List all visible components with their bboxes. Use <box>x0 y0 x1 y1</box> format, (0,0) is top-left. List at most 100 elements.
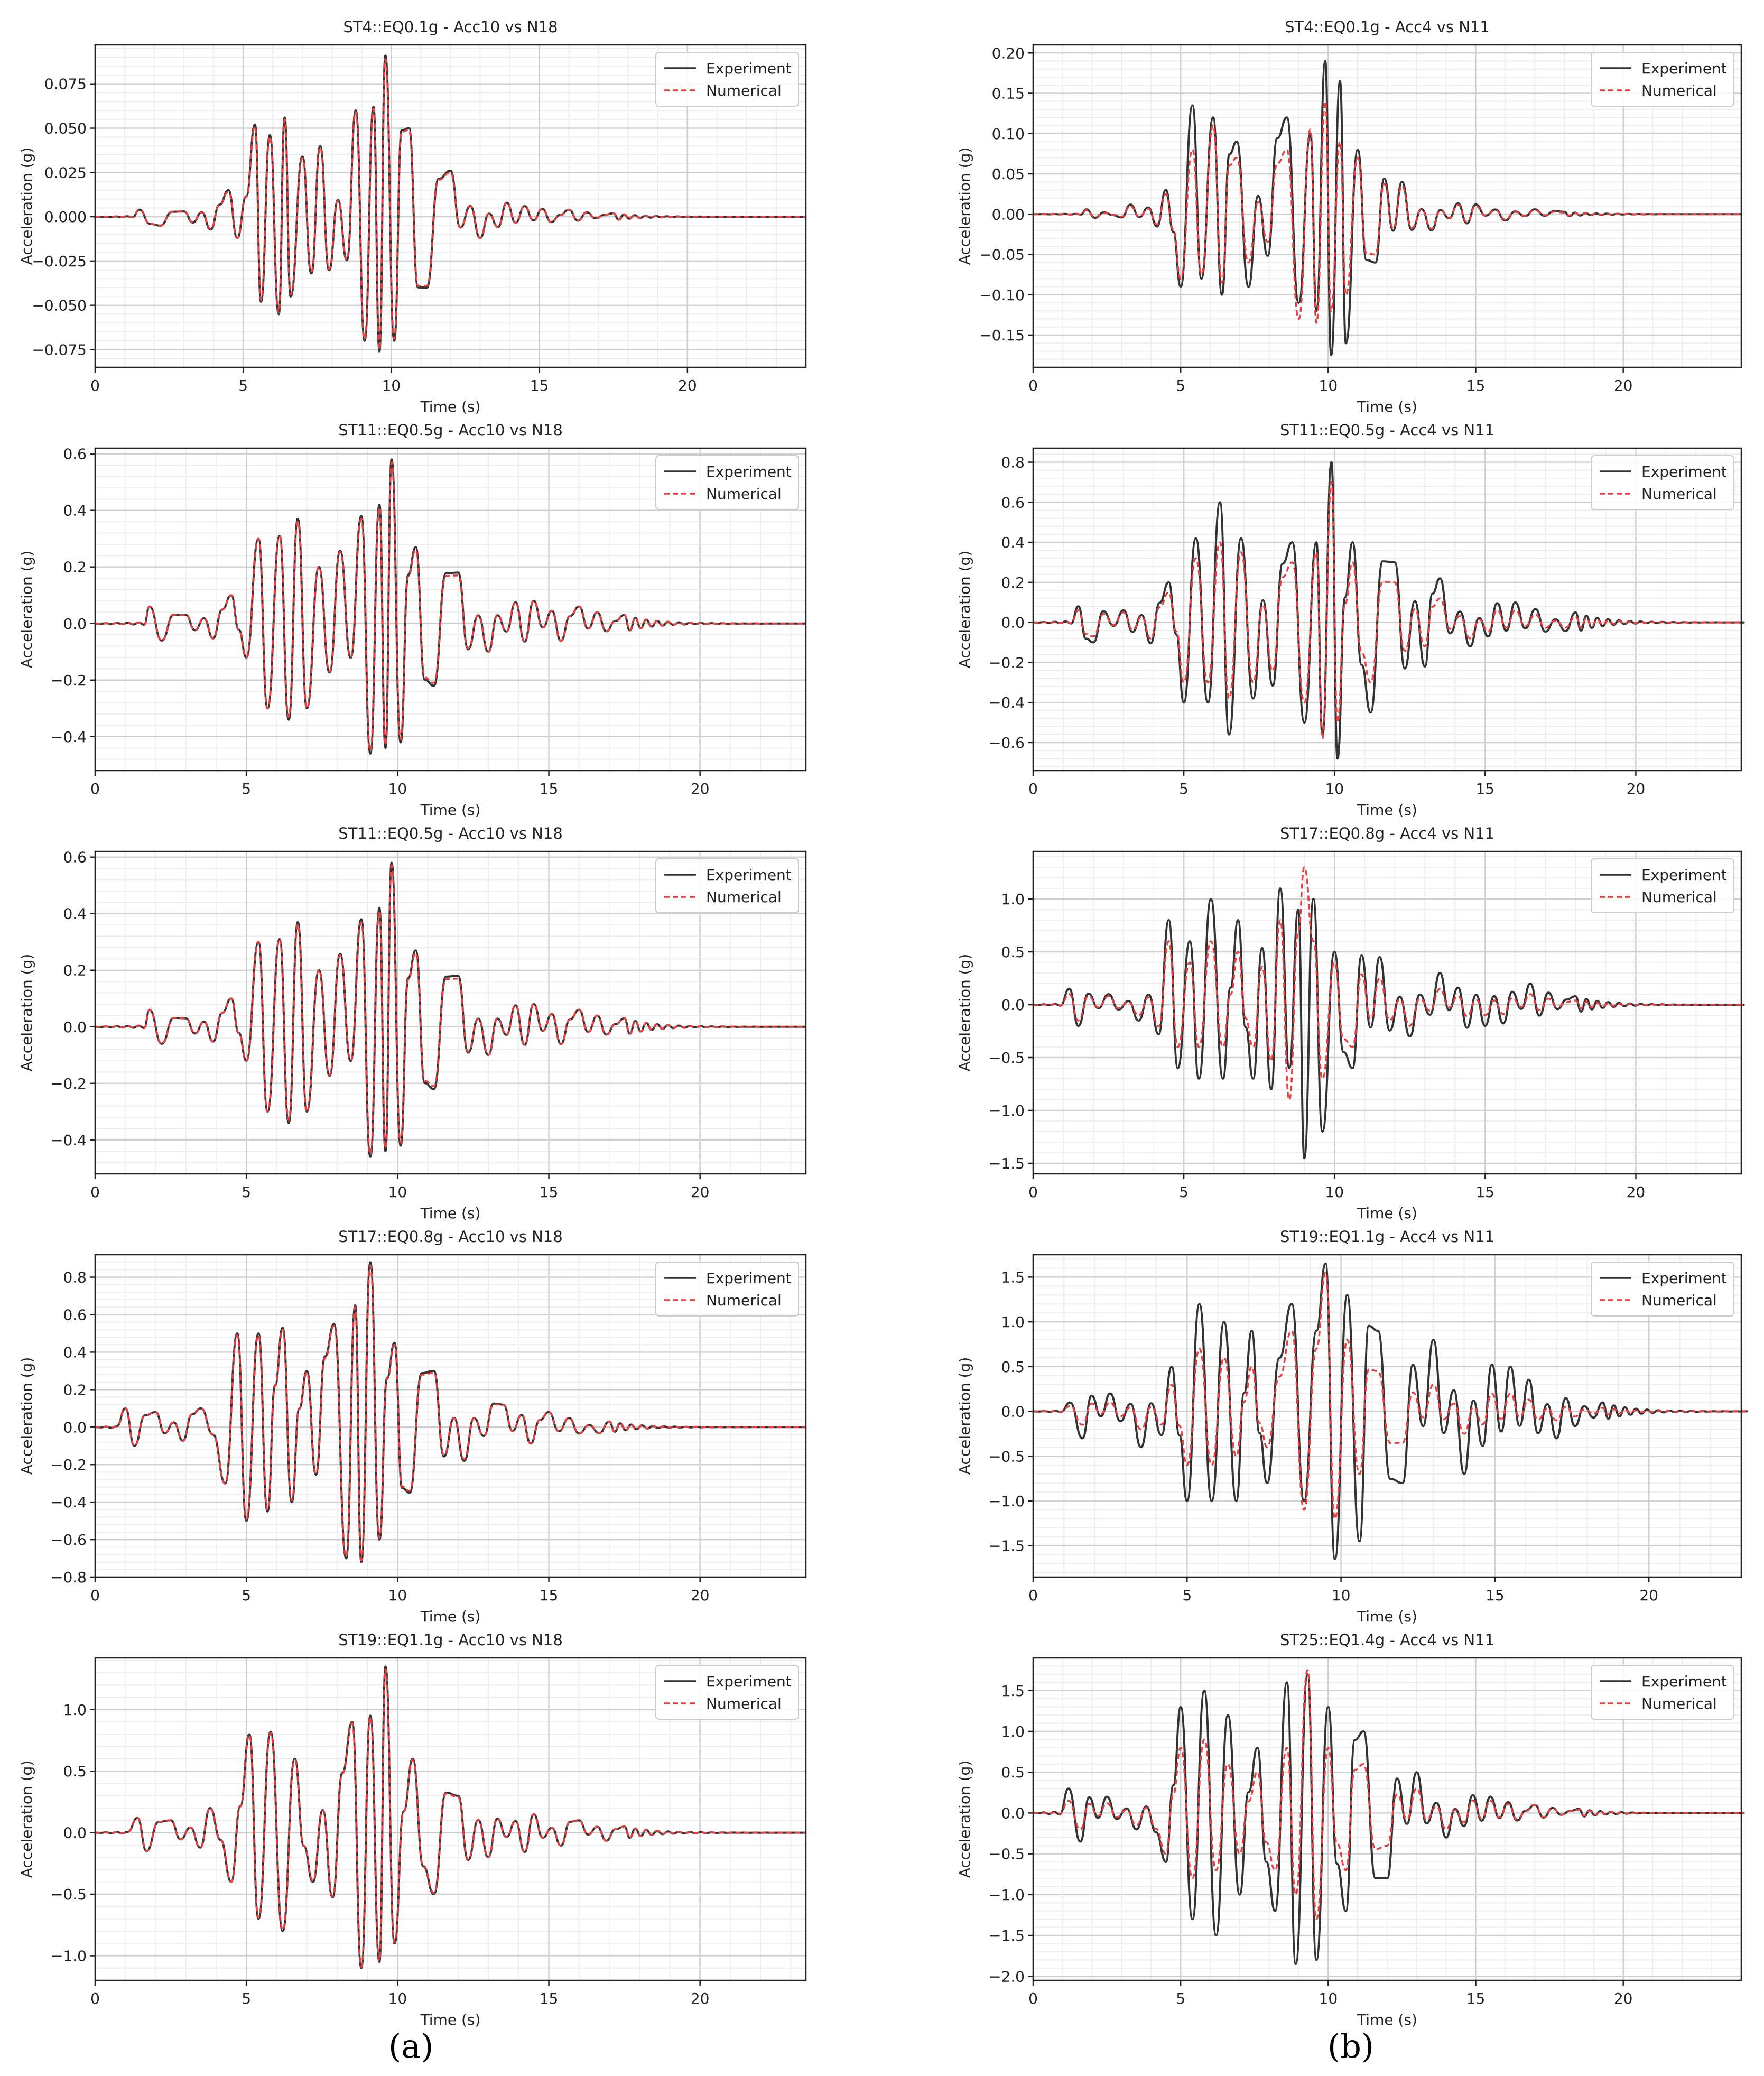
chart-title: ST11::EQ0.5g - Acc10 vs N18 <box>338 824 563 842</box>
y-tick-label: −0.5 <box>989 1846 1025 1863</box>
legend-box <box>1591 1665 1734 1720</box>
legend-box <box>655 1262 799 1317</box>
y-tick-label: 0.4 <box>63 905 87 923</box>
legend-label: Numerical <box>1641 82 1717 99</box>
y-tick-label: 1.5 <box>1001 1682 1025 1700</box>
y-tick-label: −0.025 <box>32 253 87 270</box>
y-tick-label: 0.0 <box>1001 996 1025 1014</box>
y-axis-label: Acceleration (g) <box>18 147 35 265</box>
y-tick-label: 0.20 <box>992 44 1025 62</box>
legend-box <box>1591 455 1734 510</box>
y-axis-label: Acceleration (g) <box>956 1357 973 1475</box>
plot-frame <box>94 1657 807 1981</box>
plot-frame <box>94 850 807 1175</box>
y-tick-label: −1.0 <box>51 1947 87 1964</box>
x-tick-label: 0 <box>1028 377 1038 394</box>
y-tick-label: 0.4 <box>1001 534 1025 551</box>
legend-label: Numerical <box>1641 888 1717 906</box>
y-tick-label: 0.0 <box>63 1824 87 1842</box>
y-tick-label: −0.4 <box>51 1494 87 1511</box>
y-axis-label: Acceleration (g) <box>18 954 35 1072</box>
x-tick-label: 5 <box>1182 1587 1192 1604</box>
y-tick-label: 0.050 <box>44 120 87 137</box>
y-tick-label: 0.0 <box>1001 1403 1025 1421</box>
y-tick-label: −0.2 <box>51 1456 87 1473</box>
series-line-experiment <box>1033 1262 1748 1561</box>
y-tick-label: 1.0 <box>1001 891 1025 908</box>
x-tick-label: 5 <box>242 780 251 798</box>
y-tick-label: 0.2 <box>63 962 87 979</box>
y-tick-label: 0.6 <box>63 1306 87 1323</box>
x-tick-label: 15 <box>540 1587 559 1604</box>
y-tick-label: −1.5 <box>989 1537 1025 1555</box>
series-line-experiment <box>1032 1673 1745 1966</box>
plot-frame <box>1032 1254 1742 1578</box>
y-tick-label: 0.6 <box>63 446 87 463</box>
x-tick-label: 15 <box>1466 377 1486 394</box>
legend-box <box>1591 52 1734 107</box>
x-tick-label: 5 <box>242 1990 251 2007</box>
legend-label: Numerical <box>706 1695 782 1712</box>
series-line-experiment <box>1033 887 1745 1159</box>
x-tick-label: 0 <box>1028 1587 1038 1604</box>
y-tick-label: 0.0 <box>63 1018 87 1036</box>
legend-label: Numerical <box>706 82 782 99</box>
y-tick-label: 0.8 <box>1001 454 1025 471</box>
chart-title: ST17::EQ0.8g - Acc10 vs N18 <box>338 1228 563 1246</box>
y-tick-label: 0.5 <box>63 1763 87 1780</box>
plot-frame <box>94 1254 807 1578</box>
y-tick-label: −0.6 <box>989 734 1025 752</box>
x-tick-label: 10 <box>388 1183 407 1201</box>
series-line-numerical <box>94 1668 807 1968</box>
x-tick-label: 10 <box>1319 1990 1338 2007</box>
legend-box <box>655 455 799 510</box>
chart-panel-9: 0 5 10 15 20 −2.0 −1.5 −1.0 −0.5 0.0 0.5 1.0 1.5 ST25… <box>956 1631 1745 2028</box>
series-line-numerical <box>94 1265 806 1561</box>
x-tick-label: 5 <box>1179 780 1189 798</box>
x-tick-label: 5 <box>242 1183 251 1201</box>
x-tick-label: 20 <box>691 1587 710 1604</box>
x-tick-label: 20 <box>691 1183 710 1201</box>
y-tick-label: −0.5 <box>51 1886 87 1903</box>
y-tick-label: 0.0 <box>1001 614 1025 632</box>
y-tick-label: 1.0 <box>63 1701 87 1719</box>
x-tick-label: 5 <box>1179 1183 1189 1201</box>
x-tick-label: 5 <box>242 1587 251 1604</box>
x-tick-label: 15 <box>1486 1587 1505 1604</box>
legend-label: Numerical <box>706 888 782 906</box>
x-tick-label: 10 <box>388 780 407 798</box>
y-tick-label: 0.4 <box>63 502 87 520</box>
chart-title: ST4::EQ0.1g - Acc10 vs N18 <box>343 18 558 36</box>
y-axis-label: Acceleration (g) <box>956 1760 973 1878</box>
y-tick-label: 0.4 <box>63 1343 87 1361</box>
chart-panel-3: 0 5 10 15 20 −0.6 −0.4 −0.2 0.0 0.2 0.4 0.6 0.8 ST11:… <box>956 421 1745 819</box>
y-tick-label: 0.8 <box>63 1269 87 1286</box>
chart-title: ST17::EQ0.8g - Acc4 vs N11 <box>1280 824 1494 842</box>
chart-title: ST19::EQ1.1g - Acc10 vs N18 <box>338 1631 563 1649</box>
y-tick-label: 0.000 <box>44 208 87 226</box>
chart-title: ST11::EQ0.5g - Acc4 vs N11 <box>1280 421 1494 439</box>
x-axis-label: Time (s) <box>420 398 481 415</box>
x-tick-label: 20 <box>691 780 710 798</box>
legend-label: Experiment <box>1641 1673 1727 1690</box>
series-line-numerical <box>1032 481 1742 740</box>
x-tick-label: 0 <box>90 1587 100 1604</box>
legend-box <box>1591 1262 1734 1317</box>
y-axis-label: Acceleration (g) <box>956 954 973 1072</box>
legend-label: Experiment <box>706 463 792 480</box>
chart-title: ST19::EQ1.1g - Acc4 vs N11 <box>1280 1228 1494 1246</box>
y-tick-label: 1.0 <box>1001 1723 1025 1740</box>
y-tick-label: −1.5 <box>989 1155 1025 1172</box>
x-tick-label: 15 <box>540 1183 559 1201</box>
x-tick-label: 0 <box>90 1183 100 1201</box>
x-axis-label: Time (s) <box>1357 398 1417 415</box>
y-axis-label: Acceleration (g) <box>18 551 35 669</box>
y-tick-label: −0.05 <box>979 246 1025 264</box>
y-tick-label: −0.2 <box>989 654 1025 671</box>
y-tick-label: 0.00 <box>992 206 1025 223</box>
x-tick-label: 20 <box>691 1990 710 2007</box>
x-tick-label: 15 <box>530 377 549 394</box>
legend-label: Experiment <box>706 1269 792 1287</box>
chart-panel-8: 0 5 10 15 20 −1.0 −0.5 0.0 0.5 1.0 ST19::EQ1.1g - … <box>18 1631 807 2028</box>
x-tick-label: 0 <box>1028 780 1038 798</box>
